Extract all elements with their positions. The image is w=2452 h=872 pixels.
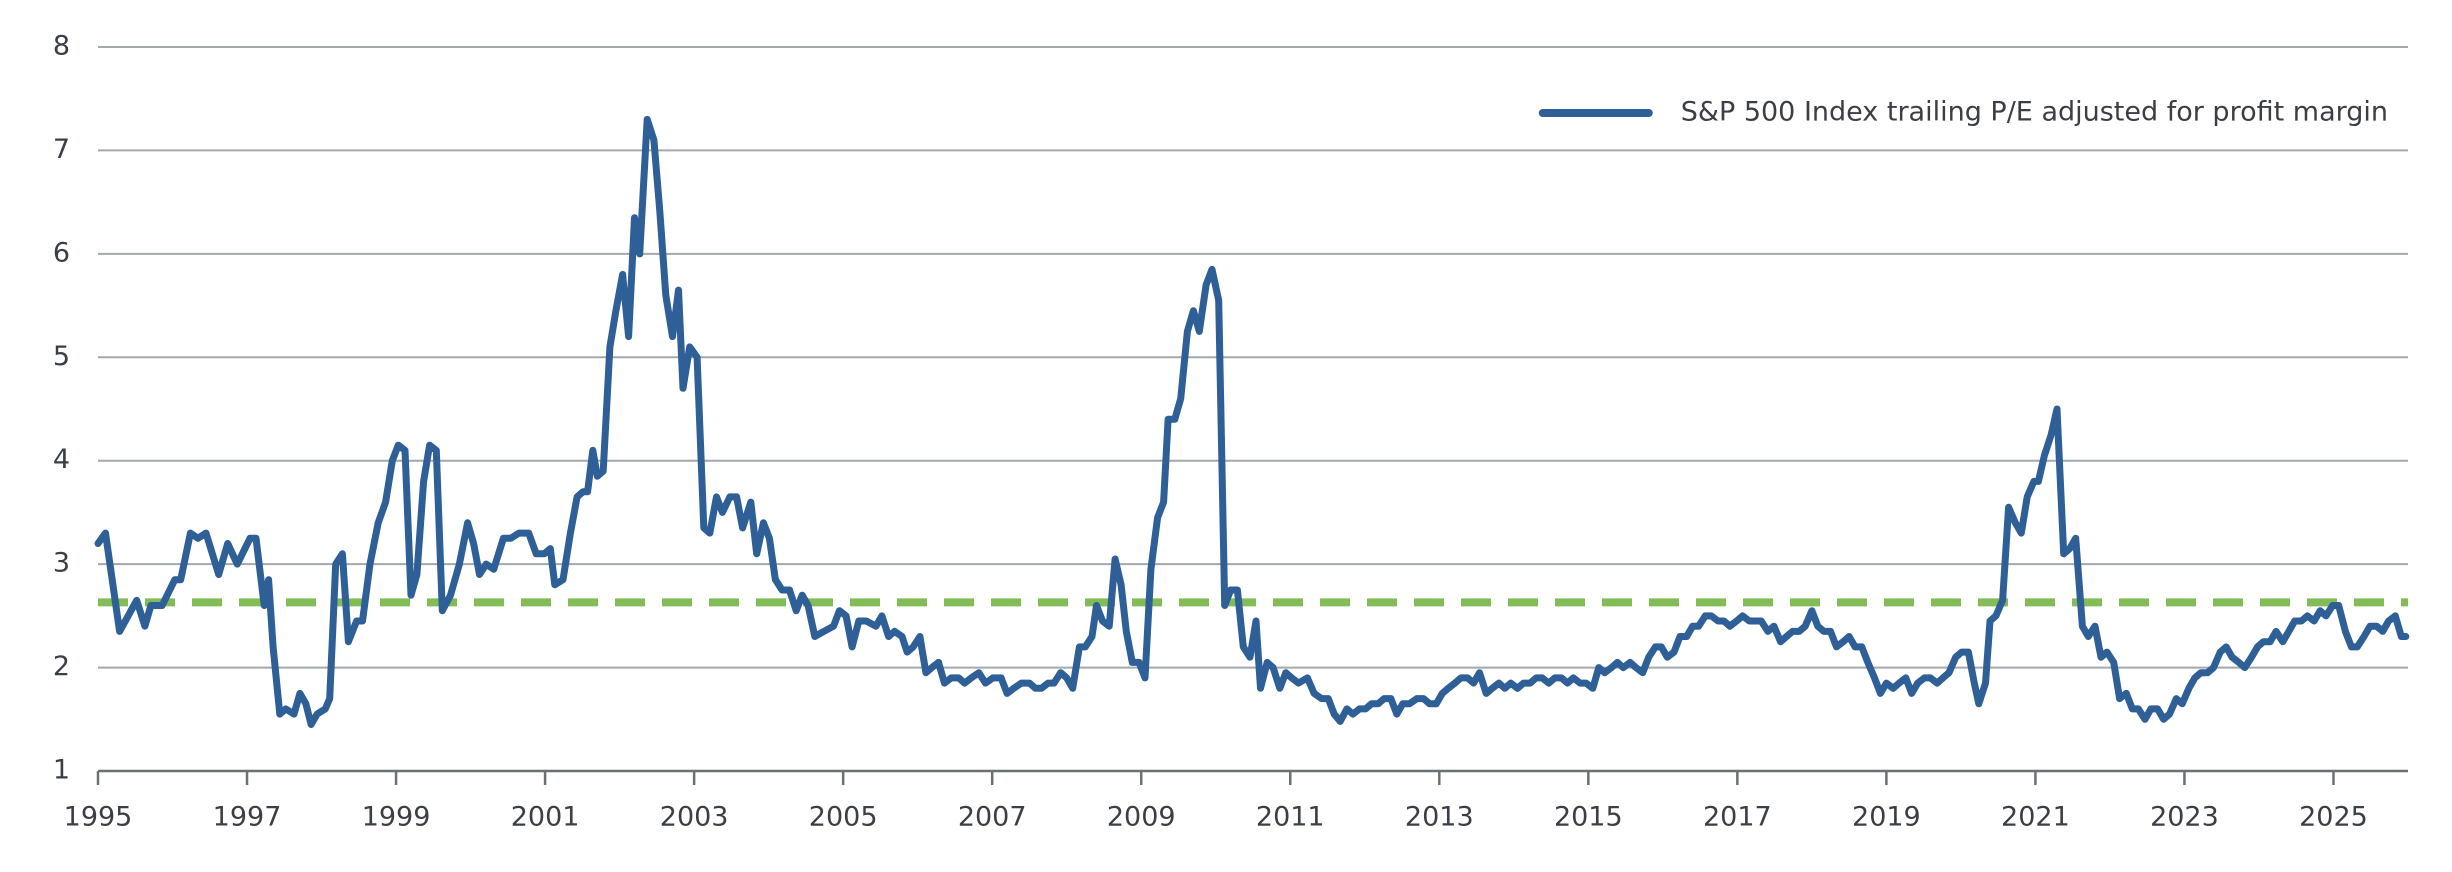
- y-tick-label: 4: [53, 444, 70, 475]
- y-tick-label: 8: [53, 31, 70, 62]
- x-tick-label: 2007: [958, 802, 1027, 833]
- x-tick-label: 2021: [2001, 802, 2070, 833]
- x-tick-label: 2009: [1107, 802, 1176, 833]
- legend: S&P 500 Index trailing P/E adjusted for …: [1538, 97, 2388, 128]
- x-tick-label: 2001: [511, 802, 580, 833]
- y-tick-label: 2: [53, 651, 70, 682]
- x-tick-label: 2023: [2150, 802, 2219, 833]
- x-tick-label: 2013: [1405, 802, 1474, 833]
- x-tick-label: 2005: [809, 802, 878, 833]
- grid: [98, 46, 2408, 773]
- x-tick-label: 2019: [1852, 802, 1921, 833]
- x-tick-label: 2011: [1256, 802, 1325, 833]
- y-tick-label: 6: [53, 237, 70, 268]
- y-tick-label: 5: [53, 341, 70, 372]
- x-tick-label: 1999: [362, 802, 431, 833]
- x-tick-label: 2017: [1703, 802, 1772, 833]
- x-tick-label: 2015: [1554, 802, 1623, 833]
- x-tick-label: 1997: [213, 802, 282, 833]
- x-tick-label: 2003: [660, 802, 729, 833]
- legend-label: S&P 500 Index trailing P/E adjusted for …: [1681, 97, 2388, 128]
- axes: 1 2 3 4 5 6 7 8 1995 1997 1999 2001 2003 2005 2007 2009…: [53, 31, 2368, 833]
- y-tick-label: 3: [53, 548, 70, 579]
- plot: [94, 115, 2410, 728]
- x-tick-label: 1995: [64, 802, 133, 833]
- y-tick-label: 1: [53, 755, 70, 786]
- series-line: [94, 115, 2410, 728]
- y-tick-label: 7: [53, 134, 70, 165]
- x-tick-label: 2025: [2299, 802, 2368, 833]
